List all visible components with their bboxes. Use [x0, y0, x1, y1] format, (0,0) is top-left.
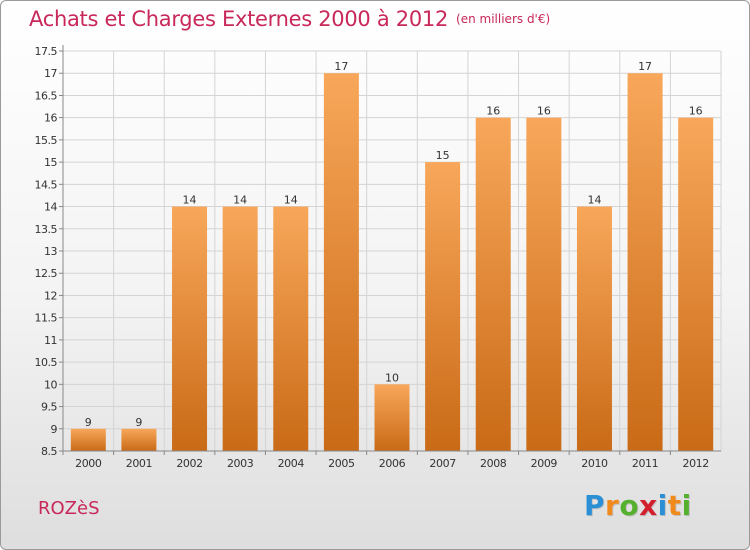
logo-letter: P	[584, 489, 606, 522]
commune-name: ROZèS	[38, 498, 100, 519]
bar	[475, 117, 511, 452]
logo-letter: i	[681, 489, 692, 522]
bar	[374, 384, 410, 451]
x-tick-label: 2000	[75, 457, 102, 470]
axes	[59, 45, 721, 455]
value-label: 14	[183, 194, 197, 207]
y-tick-label: 12	[44, 289, 57, 302]
x-tick-label: 2002	[176, 457, 202, 470]
y-tick-label: 13.5	[35, 223, 58, 236]
value-label: 9	[85, 416, 92, 429]
value-label: 10	[385, 371, 399, 384]
x-tick-label: 2001	[126, 457, 152, 470]
value-label: 16	[537, 105, 551, 118]
y-tick-label: 15	[44, 156, 57, 169]
proxiti-logo[interactable]: Proxiti	[584, 489, 692, 522]
bar	[172, 206, 208, 451]
value-label: 17	[638, 60, 652, 73]
y-tick-label: 14	[44, 201, 57, 214]
value-label: 14	[284, 194, 298, 207]
y-tick-label: 16.5	[35, 89, 58, 102]
value-label: 16	[486, 105, 500, 118]
bar	[121, 428, 157, 451]
y-tick-label: 8.5	[41, 445, 57, 458]
x-tick-label: 2003	[227, 457, 254, 470]
y-tick-label: 9	[51, 423, 58, 436]
value-label: 9	[135, 416, 142, 429]
x-tick-label: 2010	[581, 457, 608, 470]
x-tick-label: 2004	[278, 457, 305, 470]
title-text: Achats et Charges Externes 2000 à 2012	[29, 7, 449, 31]
bar	[70, 428, 106, 451]
y-tick-label: 10.5	[35, 356, 58, 369]
value-label: 16	[689, 105, 703, 118]
y-tick-label: 9.5	[41, 401, 57, 414]
bar	[627, 73, 663, 451]
y-tick-label: 14.5	[35, 178, 58, 191]
x-tick-label: 2006	[379, 457, 406, 470]
y-tick-label: 15.5	[35, 134, 58, 147]
x-tick-label: 2009	[531, 457, 558, 470]
bar	[222, 206, 258, 451]
x-tick-label: 2012	[682, 457, 708, 470]
bars	[70, 73, 714, 452]
bar	[273, 206, 309, 451]
x-tick-label: 2011	[632, 457, 658, 470]
logo-letter: o	[619, 489, 640, 522]
bar	[678, 117, 714, 452]
y-tick-label: 11.5	[35, 312, 58, 325]
y-tick-label: 13	[44, 245, 57, 258]
bar	[425, 162, 461, 451]
y-tick-label: 11	[44, 334, 57, 347]
labels: 8.5 9 9.5 10 10.5 11 11.5 12 12.5 13 13.5 14 14.5 15 1…	[35, 45, 710, 470]
logo-letter: r	[605, 489, 620, 522]
y-tick-label: 17.5	[35, 45, 58, 58]
logo-letter: x	[639, 489, 658, 522]
bar	[323, 73, 359, 451]
logo-letter: i	[657, 489, 668, 522]
bar	[526, 117, 562, 452]
unit-label: (en milliers d'€)	[456, 12, 551, 26]
x-tick-label: 2007	[429, 457, 456, 470]
value-label: 14	[587, 194, 601, 207]
x-tick-label: 2008	[480, 457, 507, 470]
logo-letter: t	[667, 489, 682, 522]
y-tick-label: 17	[44, 67, 57, 80]
chart-title: Achats et Charges Externes 2000 à 2012 (e…	[29, 7, 550, 31]
value-label: 14	[233, 194, 247, 207]
x-tick-label: 2005	[328, 457, 355, 470]
y-tick-label: 12.5	[35, 267, 58, 280]
y-tick-label: 10	[44, 378, 57, 391]
value-label: 17	[334, 60, 348, 73]
value-label: 15	[436, 149, 450, 162]
y-tick-label: 16	[44, 112, 57, 125]
bar	[576, 206, 612, 451]
